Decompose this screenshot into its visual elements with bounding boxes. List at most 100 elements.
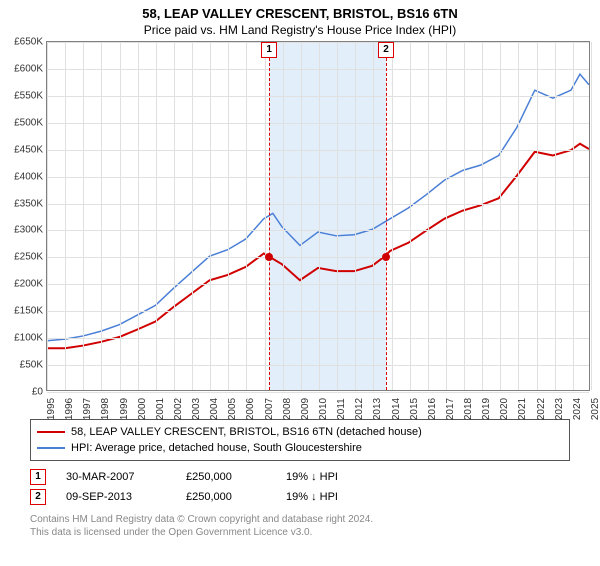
gridline-v [283,42,284,390]
legend-label: HPI: Average price, detached house, Sout… [71,442,362,454]
series-line [47,144,589,349]
x-axis-label: 2001 [155,398,157,420]
chart-container: 58, LEAP VALLEY CRESCENT, BRISTOL, BS16 … [0,6,600,566]
event-point [265,253,273,261]
gridline-v [174,42,175,390]
y-axis-label: £200K [14,279,43,290]
legend: 58, LEAP VALLEY CRESCENT, BRISTOL, BS16 … [30,419,570,461]
event-price: £250,000 [186,491,286,503]
events-table: 130-MAR-2007£250,00019% ↓ HPI209-SEP-201… [30,467,570,507]
event-date: 09-SEP-2013 [66,491,186,503]
gridline-h [47,69,589,70]
legend-swatch [37,447,65,449]
event-num-box: 1 [30,469,46,485]
x-axis-label: 2019 [481,398,483,420]
gridline-h [47,338,589,339]
event-marker-line [386,58,387,390]
gridline-v [101,42,102,390]
y-axis-label: £250K [14,252,43,263]
footer: Contains HM Land Registry data © Crown c… [30,513,570,539]
gridline-v [47,42,48,390]
x-axis-label: 2018 [463,398,465,420]
gridline-v [319,42,320,390]
x-axis-label: 2020 [499,398,501,420]
gridline-h [47,204,589,205]
x-axis-label: 2010 [318,398,320,420]
x-axis-label: 2009 [300,398,302,420]
chart-area: £0£50K£100K£150K£200K£250K£300K£350K£400… [46,41,590,411]
gridline-v [65,42,66,390]
gridline-h [47,311,589,312]
gridline-h [47,42,589,43]
gridline-h [47,177,589,178]
gridline-v [537,42,538,390]
y-axis-label: £650K [14,37,43,48]
gridline-v [373,42,374,390]
gridline-v [265,42,266,390]
y-axis-label: £100K [14,333,43,344]
x-axis-label: 1997 [82,398,84,420]
y-axis-label: £550K [14,90,43,101]
gridline-v [138,42,139,390]
y-axis-label: £600K [14,63,43,74]
legend-label: 58, LEAP VALLEY CRESCENT, BRISTOL, BS16 … [71,426,422,438]
x-axis-label: 2007 [264,398,266,420]
event-point [382,253,390,261]
gridline-v [301,42,302,390]
gridline-v [464,42,465,390]
gridline-v [500,42,501,390]
y-axis-label: £300K [14,225,43,236]
gridline-v [446,42,447,390]
y-axis-label: £500K [14,117,43,128]
y-axis-label: £50K [20,360,43,371]
gridline-h [47,96,589,97]
gridline-v [156,42,157,390]
event-price: £250,000 [186,471,286,483]
gridline-v [337,42,338,390]
gridline-v [482,42,483,390]
gridline-v [392,42,393,390]
x-axis-label: 2013 [372,398,374,420]
gridline-v [555,42,556,390]
x-axis-label: 2005 [227,398,229,420]
y-axis-label: £0 [32,387,43,398]
gridline-h [47,230,589,231]
x-axis-label: 2024 [572,398,574,420]
gridline-v [120,42,121,390]
gridline-h [47,150,589,151]
gridline-v [355,42,356,390]
x-axis-label: 2022 [536,398,538,420]
x-axis-label: 2006 [245,398,247,420]
y-axis-label: £150K [14,306,43,317]
gridline-h [47,284,589,285]
event-row: 130-MAR-2007£250,00019% ↓ HPI [30,467,570,487]
x-axis-label: 2016 [427,398,429,420]
gridline-v [192,42,193,390]
y-axis-label: £400K [14,171,43,182]
x-axis-label: 2011 [336,398,338,420]
x-axis-label: 1996 [64,398,66,420]
gridline-v [573,42,574,390]
event-delta: 19% ↓ HPI [286,471,406,483]
gridline-v [246,42,247,390]
footer-line1: Contains HM Land Registry data © Crown c… [30,513,570,526]
x-axis-label: 2025 [590,398,592,420]
chart-title: 58, LEAP VALLEY CRESCENT, BRISTOL, BS16 … [0,6,600,21]
gridline-v [591,42,592,390]
gridline-v [410,42,411,390]
gridline-v [428,42,429,390]
gridline-v [518,42,519,390]
x-axis-label: 2023 [554,398,556,420]
legend-row: HPI: Average price, detached house, Sout… [37,440,563,456]
x-axis-label: 2015 [409,398,411,420]
x-axis-label: 2002 [173,398,175,420]
event-num-box: 2 [30,489,46,505]
gridline-v [210,42,211,390]
x-axis-label: 2012 [354,398,356,420]
x-axis-label: 1998 [100,398,102,420]
x-axis-label: 2004 [209,398,211,420]
y-axis-label: £450K [14,144,43,155]
event-row: 209-SEP-2013£250,00019% ↓ HPI [30,487,570,507]
event-marker-box: 1 [261,42,277,58]
footer-line2: This data is licensed under the Open Gov… [30,526,570,539]
